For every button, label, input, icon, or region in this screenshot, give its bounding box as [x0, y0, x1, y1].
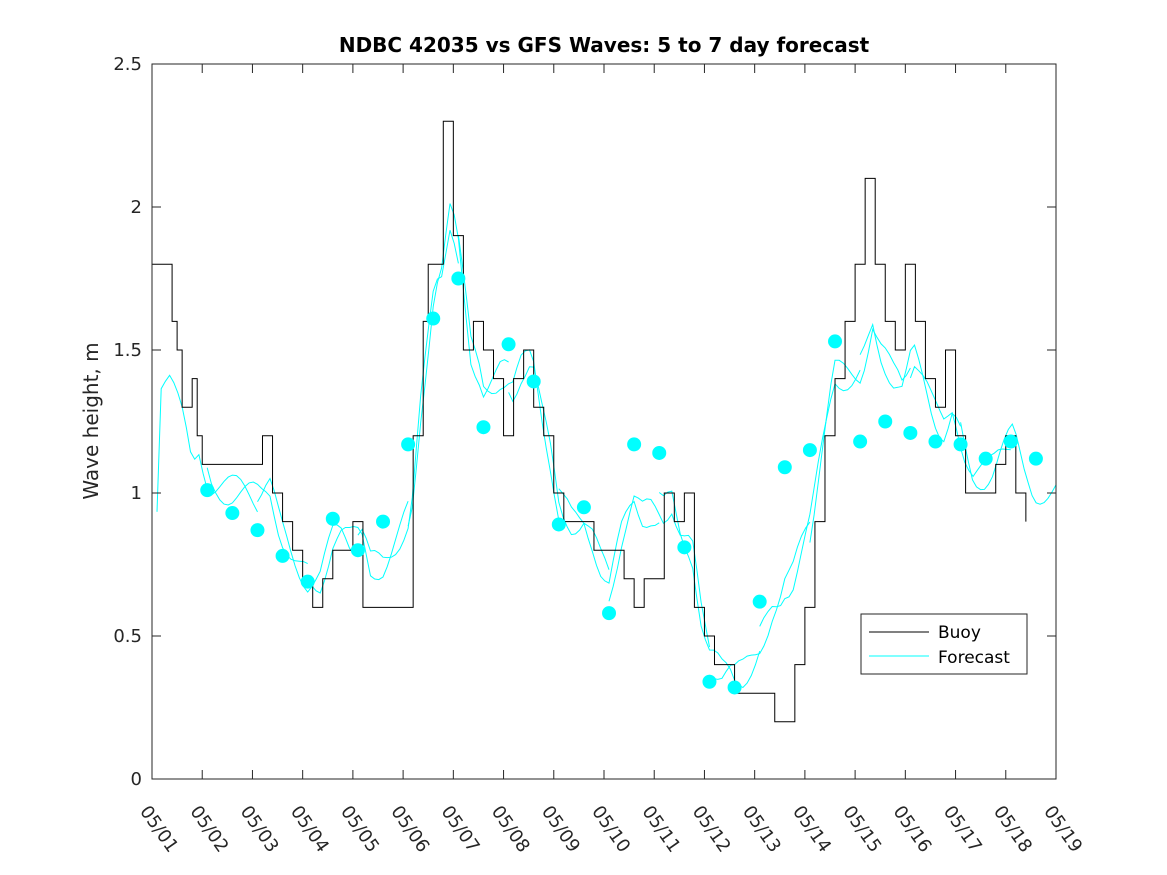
forecast-marker	[576, 500, 591, 515]
forecast-marker	[828, 334, 843, 349]
forecast-marker	[878, 414, 893, 429]
forecast-line	[809, 327, 911, 543]
x-tick-label: 05/14	[788, 802, 835, 857]
x-tick-label: 05/19	[1039, 802, 1086, 857]
forecast-marker	[627, 437, 642, 452]
buoy-line-group	[152, 120, 1027, 723]
legend-label-buoy: Buoy	[938, 623, 981, 643]
forecast-lines	[156, 203, 1057, 689]
forecast-marker	[250, 523, 265, 538]
forecast-marker	[777, 460, 792, 475]
forecast-marker	[325, 511, 340, 526]
forecast-line	[257, 477, 359, 593]
x-tick-label: 05/15	[838, 802, 885, 857]
forecast-line	[357, 230, 459, 559]
forecast-marker	[853, 434, 868, 449]
forecast-line	[558, 488, 660, 584]
forecast-marker	[501, 337, 516, 352]
forecast-line	[759, 369, 861, 627]
x-tick-label: 05/13	[738, 802, 785, 857]
forecast-marker	[652, 445, 667, 460]
forecast-marker	[953, 437, 968, 452]
x-tick-label: 05/07	[437, 802, 484, 857]
forecast-line	[508, 366, 610, 570]
y-tick-label: 1.5	[113, 340, 142, 361]
forecast-marker	[903, 425, 918, 440]
forecast-marker	[526, 374, 541, 389]
forecast-marker	[602, 606, 617, 621]
x-tick-label: 05/06	[386, 802, 433, 857]
y-tick-label: 1	[131, 483, 142, 504]
y-tick-label: 0	[131, 769, 142, 790]
y-tick-label: 2	[131, 197, 142, 218]
y-axis: 0 0.5 1 1.5 2 2.5	[113, 54, 1056, 790]
forecast-marker	[275, 548, 290, 563]
forecast-marker	[350, 543, 365, 558]
x-tick-label: 05/12	[688, 802, 735, 857]
buoy-line	[152, 120, 1027, 723]
x-tick-label: 05/16	[889, 802, 936, 857]
x-tick-label: 05/18	[989, 802, 1036, 857]
chart-title: NDBC 42035 vs GFS Waves: 5 to 7 day fore…	[339, 33, 870, 57]
y-tick-label: 0.5	[113, 626, 142, 647]
x-tick-label: 05/09	[537, 802, 584, 857]
forecast-marker	[300, 574, 315, 589]
forecast-marker	[928, 434, 943, 449]
x-tick-label: 05/04	[286, 802, 333, 857]
forecast-line	[608, 495, 710, 648]
forecast-marker	[426, 311, 441, 326]
forecast-marker	[1003, 434, 1018, 449]
forecast-marker	[978, 451, 993, 466]
forecast-line	[960, 422, 1057, 505]
forecast-marker	[225, 506, 240, 521]
forecast-marker	[802, 443, 817, 458]
legend-box	[860, 613, 1028, 675]
forecast-marker	[1028, 451, 1043, 466]
forecast-marker	[702, 674, 717, 689]
forecast-marker	[752, 594, 767, 609]
x-tick-label: 05/17	[939, 802, 986, 857]
forecast-line	[206, 467, 308, 565]
x-tick-label: 05/05	[336, 802, 383, 857]
forecast-marker	[200, 483, 215, 498]
y-tick-label: 2.5	[113, 54, 142, 75]
forecast-marker	[677, 540, 692, 555]
legend-label-forecast: Forecast	[938, 648, 1010, 668]
x-tick-label: 05/10	[587, 802, 634, 857]
y-axis-label: Wave height, m	[79, 342, 103, 499]
forecast-marker	[451, 271, 466, 286]
forecast-marker	[727, 680, 742, 695]
forecast-line	[457, 235, 560, 521]
forecast-marker	[401, 437, 416, 452]
x-tick-label: 05/08	[487, 802, 534, 857]
x-tick-label: 05/01	[135, 802, 182, 857]
forecast-line	[307, 501, 409, 594]
forecast-marker	[376, 514, 391, 529]
x-tick-label: 05/02	[186, 802, 233, 857]
forecast-line	[709, 521, 811, 680]
forecast-line	[658, 490, 761, 689]
forecast-marker	[476, 420, 491, 435]
forecast-markers	[200, 271, 1043, 695]
forecast-marker	[551, 517, 566, 532]
forecast-line	[859, 322, 962, 443]
x-tick-label: 05/11	[638, 802, 685, 857]
x-tick-label: 05/03	[236, 802, 283, 857]
legend: Buoy Forecast	[860, 613, 1028, 675]
